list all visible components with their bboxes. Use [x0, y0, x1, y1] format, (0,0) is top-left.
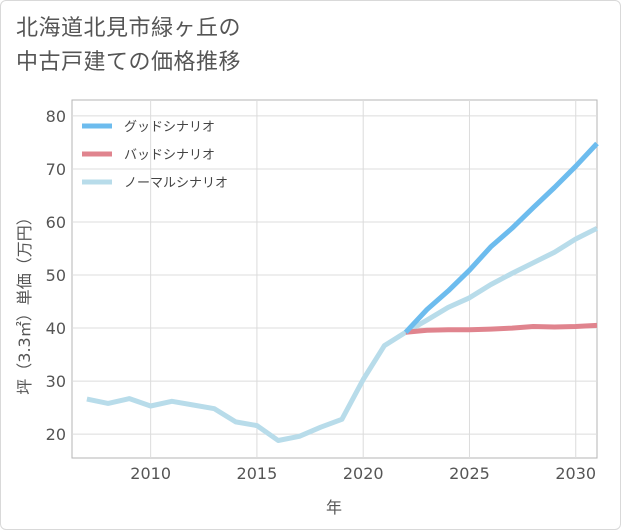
x-tick-label: 2010 — [130, 464, 171, 483]
series-lines — [86, 141, 599, 443]
y-tick-label: 30 — [46, 372, 66, 391]
y-axis-title: 坪（3.3㎡）単価（万円） — [15, 209, 34, 394]
legend-label: ノーマルシナリオ — [124, 176, 228, 191]
legend-label: グッドシナリオ — [124, 120, 215, 135]
x-axis-title: 年 — [326, 498, 342, 517]
y-tick-label: 60 — [46, 213, 66, 232]
legend-label: バッドシナリオ — [124, 148, 215, 163]
x-tick-label: 2015 — [237, 464, 278, 483]
chart-title-line2: 中古戸建ての価格推移 — [16, 50, 242, 75]
y-tick-label: 50 — [46, 266, 66, 285]
chart-title: 北海道北見市緑ヶ丘の 中古戸建ての価格推移 — [16, 12, 241, 80]
x-tick-label: 2025 — [449, 464, 490, 483]
plot-area — [71, 99, 598, 459]
y-tick-label: 70 — [46, 160, 66, 179]
series-line-2 — [405, 322, 598, 335]
series-line-3 — [86, 226, 599, 443]
x-tick-label: 2030 — [555, 464, 596, 483]
y-tick-label: 80 — [46, 107, 66, 126]
y-tick-label: 40 — [46, 319, 66, 338]
chart-title-line1: 北海道北見市緑ヶ丘の — [16, 16, 242, 41]
series-line-1 — [403, 141, 599, 335]
x-tick-label: 2020 — [343, 464, 384, 483]
y-tick-label: 20 — [46, 425, 66, 444]
